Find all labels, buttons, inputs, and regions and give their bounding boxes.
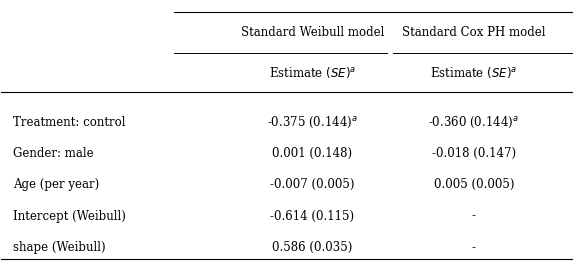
Text: -0.007 (0.005): -0.007 (0.005)	[270, 178, 355, 191]
Text: -0.375 (0.144)$^{a}$: -0.375 (0.144)$^{a}$	[267, 115, 358, 130]
Text: 0.001 (0.148): 0.001 (0.148)	[273, 147, 353, 160]
Text: -0.018 (0.147): -0.018 (0.147)	[432, 147, 516, 160]
Text: shape (Weibull): shape (Weibull)	[13, 241, 105, 254]
Text: Age (per year): Age (per year)	[13, 178, 99, 191]
Text: -0.614 (0.115): -0.614 (0.115)	[270, 210, 354, 222]
Text: Gender: male: Gender: male	[13, 147, 94, 160]
Text: Treatment: control: Treatment: control	[13, 116, 126, 129]
Text: 0.005 (0.005): 0.005 (0.005)	[434, 178, 514, 191]
Text: Standard Cox PH model: Standard Cox PH model	[402, 26, 545, 39]
Text: -: -	[472, 241, 476, 254]
Text: 0.586 (0.035): 0.586 (0.035)	[272, 241, 353, 254]
Text: Standard Weibull model: Standard Weibull model	[241, 26, 384, 39]
Text: Estimate $(SE)^{a}$: Estimate $(SE)^{a}$	[430, 65, 518, 80]
Text: -0.360 (0.144)$^{a}$: -0.360 (0.144)$^{a}$	[428, 115, 519, 130]
Text: -: -	[472, 210, 476, 222]
Text: Intercept (Weibull): Intercept (Weibull)	[13, 210, 126, 222]
Text: Estimate $(SE)^{a}$: Estimate $(SE)^{a}$	[269, 65, 356, 80]
